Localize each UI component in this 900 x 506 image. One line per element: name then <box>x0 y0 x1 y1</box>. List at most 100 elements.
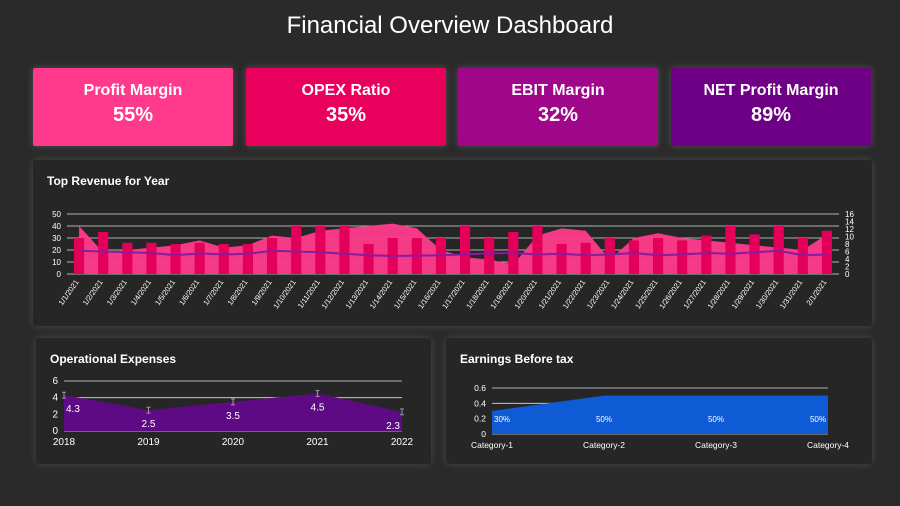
y2-tick-label: 12 <box>845 225 854 234</box>
revenue-bar <box>339 226 350 274</box>
x-tick-label: Category-1 <box>471 440 513 450</box>
x-tick-label: 1/2/2021 <box>81 278 105 307</box>
y2-tick-label: 4 <box>845 255 850 264</box>
data-label: 2.3 <box>386 421 400 432</box>
revenue-bar <box>73 238 85 274</box>
x-tick-label: 1/8/2021 <box>225 278 249 307</box>
x-tick-label: Category-2 <box>583 440 625 450</box>
data-label: 4.3 <box>66 404 80 415</box>
x-tick-label: 2018 <box>53 437 76 448</box>
x-tick-label: 2022 <box>391 437 414 448</box>
revenue-bar <box>98 232 109 274</box>
y-tick-label: 0.4 <box>474 398 486 408</box>
revenue-panel-title: Top Revenue for Year <box>47 174 170 188</box>
x-tick-label: 1/13/2021 <box>344 278 371 311</box>
x-tick-label: 1/1/2021 <box>57 278 81 307</box>
x-tick-label: 1/25/2021 <box>633 278 660 311</box>
y2-tick-label: 10 <box>845 233 854 242</box>
data-label: 4.5 <box>311 403 325 414</box>
x-tick-label: 2/1/2021 <box>804 278 828 307</box>
x-tick-label: 1/7/2021 <box>201 278 225 307</box>
revenue-bar <box>821 230 833 274</box>
kpi-label: EBIT Margin <box>511 82 605 99</box>
y-tick-label: 30 <box>52 234 61 243</box>
x-tick-label: 1/28/2021 <box>706 278 733 311</box>
y2-tick-label: 16 <box>845 210 854 219</box>
y-tick-label: 0 <box>57 270 62 279</box>
revenue-line-series <box>79 249 827 258</box>
y-tick-label: 0 <box>481 429 486 439</box>
y2-tick-label: 2 <box>845 263 850 272</box>
y2-tick-label: 0 <box>845 270 850 279</box>
x-tick-label: 1/3/2021 <box>105 278 129 307</box>
x-tick-label: 1/23/2021 <box>585 278 612 311</box>
x-tick-label: 1/5/2021 <box>153 278 177 307</box>
data-label: 50% <box>708 415 724 424</box>
x-tick-label: 1/19/2021 <box>488 278 515 311</box>
x-tick-label: 1/18/2021 <box>464 278 491 311</box>
revenue-bar <box>532 226 543 274</box>
y-tick-label: 10 <box>52 258 61 267</box>
kpi-card-net-profit-margin: NET Profit Margin 89% <box>671 68 871 146</box>
x-tick-label: Category-4 <box>807 440 849 450</box>
revenue-bar <box>122 242 133 274</box>
kpi-card-opex-ratio: OPEX Ratio 35% <box>246 68 446 146</box>
kpi-card-profit-margin: Profit Margin 55% <box>33 68 233 146</box>
y-tick-label: 40 <box>52 222 61 231</box>
ebt-chart: 0 0.2 0.4 0.6 30% 50% 50% 50% Category-1 Category… <box>471 383 849 450</box>
data-label: 50% <box>810 415 826 424</box>
revenue-area-series <box>79 223 827 274</box>
y2-tick-label: 14 <box>845 218 854 227</box>
y-tick-label: 6 <box>52 376 58 387</box>
data-label: 3.5 <box>226 411 240 422</box>
x-tick-label: 1/4/2021 <box>129 278 153 307</box>
y2-tick-label: 8 <box>845 240 850 249</box>
y-tick-label: 4 <box>52 393 58 404</box>
ebt-panel-title: Earnings Before tax <box>460 352 574 366</box>
x-tick-label: 1/9/2021 <box>250 278 274 307</box>
y-tick-label: 0.2 <box>474 414 486 424</box>
y-tick-label: 0 <box>52 426 58 437</box>
revenue-bar <box>194 242 205 274</box>
opex-panel: Operational Expenses 0 2 4 6 4.3 2.5 3.5 4.5 2.3… <box>36 338 431 464</box>
x-tick-label: 1/31/2021 <box>778 278 805 311</box>
x-tick-label: 1/26/2021 <box>657 278 684 311</box>
revenue-bar <box>315 226 326 274</box>
x-tick-label: 1/27/2021 <box>681 278 708 311</box>
kpi-value: 35% <box>325 104 367 126</box>
page-title: Financial Overview Dashboard <box>286 12 614 39</box>
revenue-bar <box>266 238 278 274</box>
y-tick-label: 2 <box>52 409 58 420</box>
x-tick-label: 1/21/2021 <box>537 278 564 311</box>
kpi-label: Profit Margin <box>83 82 183 99</box>
revenue-bar <box>604 238 615 274</box>
kpi-value: 32% <box>537 104 579 126</box>
data-label: 2.5 <box>142 419 156 430</box>
y-tick-label: 50 <box>52 210 61 219</box>
x-tick-label: Category-3 <box>695 440 737 450</box>
x-tick-label: 1/22/2021 <box>561 278 588 311</box>
y2-tick-label: 6 <box>845 248 850 257</box>
revenue-bar <box>218 244 229 274</box>
x-tick-label: 1/29/2021 <box>730 278 757 311</box>
y-tick-label: 20 <box>52 246 61 255</box>
revenue-bar <box>459 226 471 274</box>
x-tick-label: 1/6/2021 <box>177 278 201 307</box>
x-tick-label: 2021 <box>306 437 329 448</box>
revenue-bar <box>363 244 374 274</box>
x-tick-label: 1/16/2021 <box>416 278 443 311</box>
revenue-bar <box>556 244 567 274</box>
area-series <box>492 395 828 434</box>
revenue-bar <box>725 226 736 274</box>
x-tick-label: 1/11/2021 <box>296 278 322 310</box>
revenue-bar <box>749 234 760 274</box>
x-tick-label: 1/20/2021 <box>513 278 540 311</box>
opex-panel-title: Operational Expenses <box>50 352 177 366</box>
x-tick-label: 1/24/2021 <box>609 278 636 311</box>
x-tick-label: 1/30/2021 <box>754 278 781 311</box>
x-tick-label: 2019 <box>137 437 160 448</box>
kpi-value: 89% <box>750 104 792 126</box>
y-tick-label: 0.6 <box>474 383 486 393</box>
kpi-card-ebit-margin: EBIT Margin 32% <box>458 68 658 146</box>
